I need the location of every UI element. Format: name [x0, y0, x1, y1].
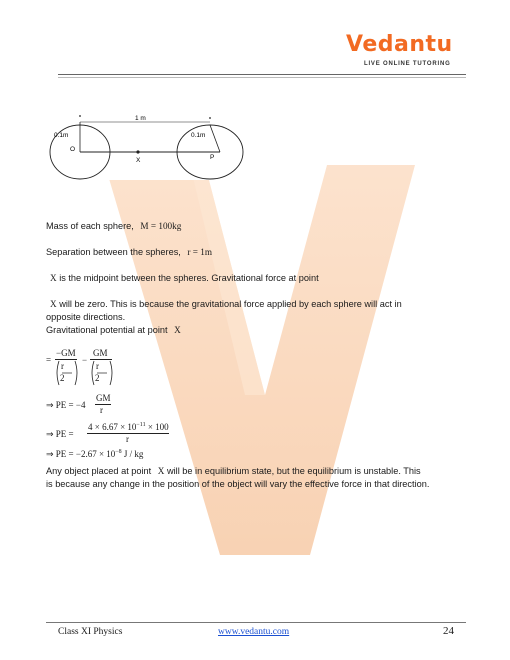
mass-line: Mass of each sphere, M = 100kg [46, 221, 182, 231]
potential-heading: Gravitational potential at point X [46, 325, 181, 335]
left-top-dot [79, 115, 81, 117]
vedantu-watermark-icon [105, 165, 415, 555]
point-o-label: O [70, 146, 75, 153]
right-top-dot [209, 117, 211, 119]
midpoint-marker [136, 150, 140, 154]
footer-website-link[interactable]: www.vedantu.com [218, 627, 290, 637]
footer-rule [46, 622, 466, 623]
midpoint-line: X is the midpoint between the spheres. G… [50, 273, 319, 283]
equation-pe-4gm: ⇒ PE = −4 GM r [46, 393, 111, 415]
header-rule [58, 74, 466, 75]
equation-potential-sum: = −GM r 2 − GM r 2 [46, 346, 166, 386]
right-radius-label: 0.1m [191, 132, 205, 139]
force-zero-line: X will be zero. This is because the grav… [50, 299, 402, 309]
conclusion-line-2: is because any change in the position of… [46, 479, 430, 489]
separation-line: Separation between the spheres, r = 1m [46, 247, 212, 257]
logo-wordmark: Vedantu [346, 32, 453, 57]
page-number: 24 [443, 625, 454, 637]
two-spheres-diagram: 1 m 0.1m 0.1m O X P [45, 112, 247, 180]
point-p-label: P [210, 154, 214, 161]
equation-pe-result: ⇒ PE = −2.67 × 10−8 J / kg [46, 449, 144, 459]
equation-pe-numeric: ⇒ PE = 4 × 6.67 × 10−11 × 100 r [46, 422, 169, 444]
conclusion-line-1: Any object placed at point X will be in … [46, 466, 421, 476]
logo-tagline: LIVE ONLINE TUTORING [364, 61, 451, 67]
left-radius-label: 0.1m [54, 132, 68, 139]
point-x-label: X [136, 157, 141, 164]
vedantu-logo: Vedantu LIVE ONLINE TUTORING [342, 32, 472, 72]
header-rule-light [58, 77, 466, 78]
top-margin [0, 0, 510, 20]
distance-label: 1 m [135, 115, 146, 122]
opposite-directions-line: opposite directions. [46, 312, 126, 322]
right-radius [209, 124, 221, 153]
footer-subject: Class XI Physics [58, 627, 123, 637]
